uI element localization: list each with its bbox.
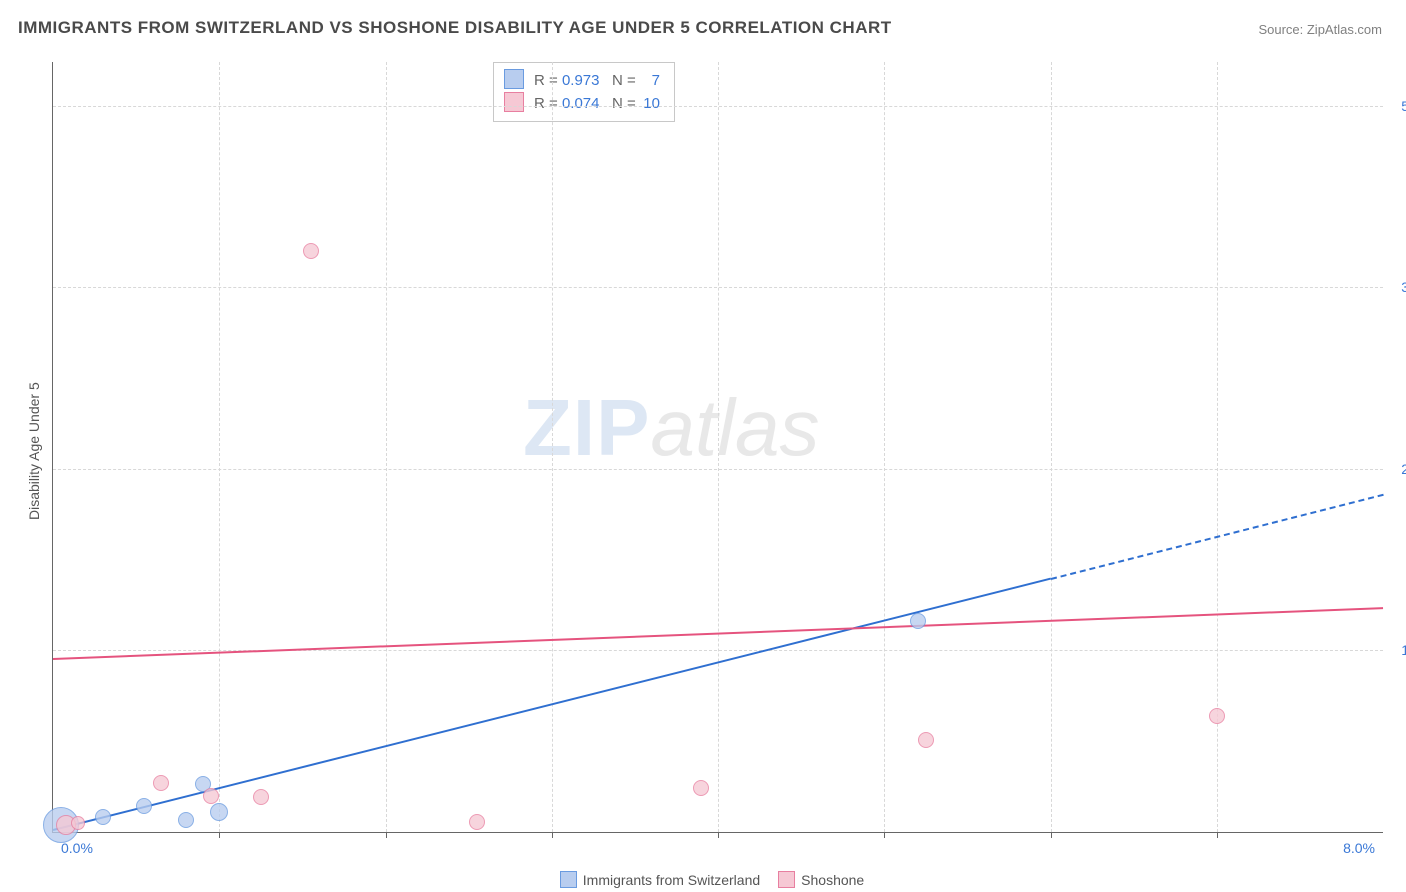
y-tick-label: 12.5% [1389, 642, 1406, 658]
x-tick-mark [1051, 832, 1052, 838]
y-axis-title: Disability Age Under 5 [26, 382, 42, 520]
data-point-immigrants [95, 809, 111, 825]
data-point-immigrants [210, 803, 228, 821]
legend-n-value: 7 [640, 70, 660, 92]
data-point-immigrants [910, 613, 926, 629]
legend-swatch [504, 69, 524, 89]
legend-swatch [560, 871, 577, 888]
data-point-shoshone [1209, 708, 1225, 724]
y-tick-label: 25.0% [1389, 461, 1406, 477]
x-tick-mark [718, 832, 719, 838]
data-point-shoshone [918, 732, 934, 748]
legend-n-value: 10 [640, 93, 660, 115]
x-tick-mark [386, 832, 387, 838]
x-gridline [552, 62, 553, 832]
legend-stat-row: R = 0.973 N = 7 [504, 69, 660, 92]
data-point-shoshone [469, 814, 485, 830]
data-point-immigrants [136, 798, 152, 814]
source-name: ZipAtlas.com [1307, 22, 1382, 37]
x-tick-mark [552, 832, 553, 838]
plot-area: ZIPatlas R = 0.973 N = 7R = 0.074 N = 10… [52, 62, 1383, 833]
legend-series-label: Shoshone [801, 872, 864, 888]
source-label: Source: ZipAtlas.com [1258, 22, 1382, 37]
y-tick-label: 37.5% [1389, 279, 1406, 295]
x-gridline [884, 62, 885, 832]
data-point-shoshone [203, 788, 219, 804]
data-point-immigrants [178, 812, 194, 828]
legend-n-label: N = [612, 95, 640, 112]
legend-r-label: R = [534, 95, 562, 112]
data-point-shoshone [253, 789, 269, 805]
legend-n-label: N = [612, 72, 640, 89]
legend-r-value: 0.074 [562, 95, 600, 112]
legend-r-value: 0.973 [562, 72, 600, 89]
data-point-shoshone [693, 780, 709, 796]
x-gridline [386, 62, 387, 832]
x-tick-label-right: 8.0% [1343, 840, 1375, 856]
legend-series-label: Immigrants from Switzerland [583, 872, 760, 888]
x-tick-mark [1217, 832, 1218, 838]
source-prefix: Source: [1258, 22, 1306, 37]
watermark-zip: ZIP [523, 383, 650, 472]
x-gridline [1051, 62, 1052, 832]
correlation-legend: R = 0.973 N = 7R = 0.074 N = 10 [493, 62, 675, 122]
x-gridline [718, 62, 719, 832]
x-tick-label-left: 0.0% [61, 840, 93, 856]
x-gridline [219, 62, 220, 832]
series-legend: Immigrants from Switzerland Shoshone [0, 871, 1406, 888]
legend-swatch [504, 92, 524, 112]
data-point-shoshone [303, 243, 319, 259]
watermark-atlas: atlas [650, 383, 819, 472]
legend-r-label: R = [534, 72, 562, 89]
data-point-shoshone [153, 775, 169, 791]
x-tick-mark [219, 832, 220, 838]
legend-stat-row: R = 0.074 N = 10 [504, 92, 660, 115]
legend-swatch [778, 871, 795, 888]
chart-title: IMMIGRANTS FROM SWITZERLAND VS SHOSHONE … [18, 18, 892, 38]
data-point-shoshone [71, 816, 85, 830]
y-tick-label: 50.0% [1389, 98, 1406, 114]
watermark: ZIPatlas [523, 382, 819, 474]
x-tick-mark [884, 832, 885, 838]
